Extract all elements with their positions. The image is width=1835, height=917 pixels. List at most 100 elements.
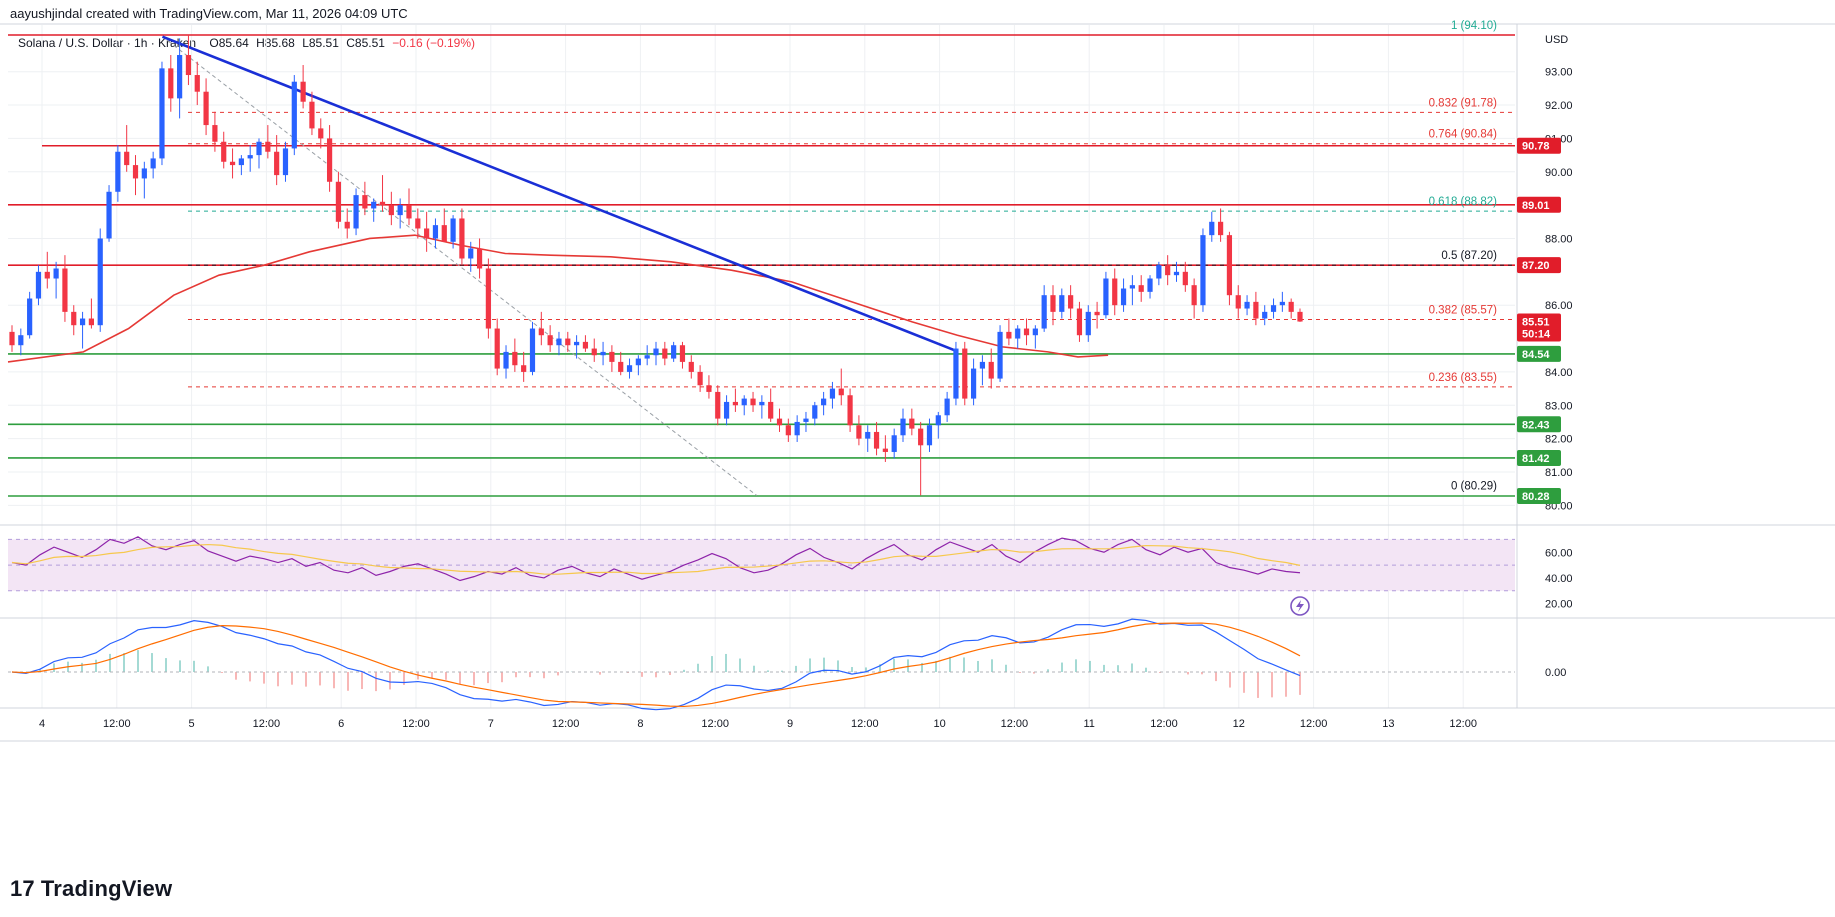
legend-change: −0.16 (−0.19%) xyxy=(392,36,476,50)
time-axis: 4 12:00 5 12:00 6 12:00 7 12:00 8 12:00 9 12:00 10 12… xyxy=(39,718,1477,730)
candle-body xyxy=(1262,311,1268,319)
candle-body xyxy=(247,155,253,159)
price-tag xyxy=(1517,137,1561,154)
price-tag xyxy=(1517,257,1561,274)
fib-label: 0.236 (83.55) xyxy=(1429,372,1498,384)
candle-body xyxy=(565,338,571,346)
candle-body xyxy=(35,271,42,299)
time-tick: 12:00 xyxy=(851,718,879,730)
candle-body xyxy=(27,298,33,336)
candle-body xyxy=(1023,328,1030,336)
rsi-tick: 40.00 xyxy=(1545,573,1573,585)
time-tick: 5 xyxy=(189,718,195,730)
time-tick: 12:00 xyxy=(1150,718,1178,730)
candle-body xyxy=(274,151,280,176)
candle-body xyxy=(388,205,394,216)
candle-body xyxy=(9,331,15,346)
candle-body xyxy=(212,125,218,142)
currency-label: USD xyxy=(1545,34,1568,46)
candle-body xyxy=(1226,235,1233,296)
time-tick: 12:00 xyxy=(253,718,281,730)
candle-body xyxy=(715,391,721,419)
candle-body xyxy=(918,428,924,446)
candle-body xyxy=(618,361,624,372)
candle-body xyxy=(300,81,306,102)
candle-body xyxy=(962,348,968,399)
candle-body xyxy=(794,421,800,436)
candle-body xyxy=(926,425,933,446)
rsi-ma-line xyxy=(11,543,1301,575)
candle-body xyxy=(644,355,650,359)
price-tick: 84.00 xyxy=(1545,367,1573,379)
candle-body xyxy=(291,81,297,149)
candle-body xyxy=(979,361,986,369)
price-tick: 88.00 xyxy=(1545,233,1573,245)
price-tick: 82.00 xyxy=(1545,434,1573,446)
candle-body xyxy=(79,318,86,326)
price-tick: 93.00 xyxy=(1545,67,1573,79)
candle-body xyxy=(141,168,147,179)
candle-body xyxy=(1288,301,1294,312)
price-tag-label: 87.20 xyxy=(1522,260,1550,272)
candle-body xyxy=(1270,305,1277,312)
candle-body xyxy=(318,128,324,139)
fib-label: 0.764 (90.84) xyxy=(1429,129,1498,141)
macd-pane: 0.00 xyxy=(8,618,1566,711)
candle-body xyxy=(97,238,103,326)
candle-body xyxy=(494,328,500,369)
candle-body xyxy=(556,338,562,346)
candle-body xyxy=(62,268,68,312)
candle-body xyxy=(159,68,165,159)
time-tick: 12:00 xyxy=(1449,718,1477,730)
candle-body xyxy=(1191,285,1197,306)
fib-label: 0.382 (85.57) xyxy=(1429,305,1498,317)
lightning-icon xyxy=(1296,600,1304,612)
candle-body xyxy=(229,161,236,166)
candle-body xyxy=(309,101,315,129)
price-tick: 92.00 xyxy=(1545,100,1573,112)
chart-credit: aayushjindal created with TradingView.co… xyxy=(10,6,408,21)
candle-body xyxy=(547,335,553,346)
candle-body xyxy=(609,351,615,362)
candle-body xyxy=(353,195,359,229)
candle-body xyxy=(468,248,474,259)
macd-tick: 0.00 xyxy=(1545,667,1566,679)
candle-body xyxy=(812,405,818,419)
symbol-title: Solana / U.S. Dollar · 1h · Kraken xyxy=(18,36,197,50)
legend-close: C85.51 xyxy=(346,36,385,50)
candle-body xyxy=(1279,301,1285,306)
candle-body xyxy=(441,225,447,242)
time-tick: 12:00 xyxy=(552,718,580,730)
fib-label: 0.618 (88.82) xyxy=(1429,196,1498,208)
candle-body xyxy=(1244,301,1250,309)
candle-body xyxy=(529,328,536,372)
candle-body xyxy=(582,341,589,349)
candle-body xyxy=(1076,308,1083,336)
candle-body xyxy=(900,418,906,436)
candle-body xyxy=(1032,328,1038,336)
candle-body xyxy=(891,435,897,452)
candle-body xyxy=(909,418,915,429)
time-tick: 12:00 xyxy=(103,718,131,730)
candle-body xyxy=(397,205,403,216)
candle-body xyxy=(1050,295,1056,312)
brand-name: TradingView xyxy=(40,876,173,901)
candle-body xyxy=(865,431,871,439)
candle-body xyxy=(124,151,130,166)
candle-body xyxy=(344,221,350,229)
symbol-legend: Solana / U.S. Dollar · 1h · Kraken O85.6… xyxy=(18,36,479,50)
time-tick: 8 xyxy=(637,718,643,730)
chart-grid xyxy=(8,25,1515,708)
tradingview-logo[interactable]: 17 TradingView xyxy=(10,876,172,902)
candle-body xyxy=(406,205,412,219)
candle-body xyxy=(1173,271,1180,276)
legend-low: L85.51 xyxy=(302,36,339,50)
fib-label: 0 (80.29) xyxy=(1451,481,1497,493)
candle-body xyxy=(1006,331,1012,339)
candle-body xyxy=(282,148,289,176)
price-tick: 83.00 xyxy=(1545,400,1573,412)
price-tag-label: 84.54 xyxy=(1522,349,1550,361)
candle-body xyxy=(662,348,668,359)
time-tick: 12:00 xyxy=(402,718,430,730)
